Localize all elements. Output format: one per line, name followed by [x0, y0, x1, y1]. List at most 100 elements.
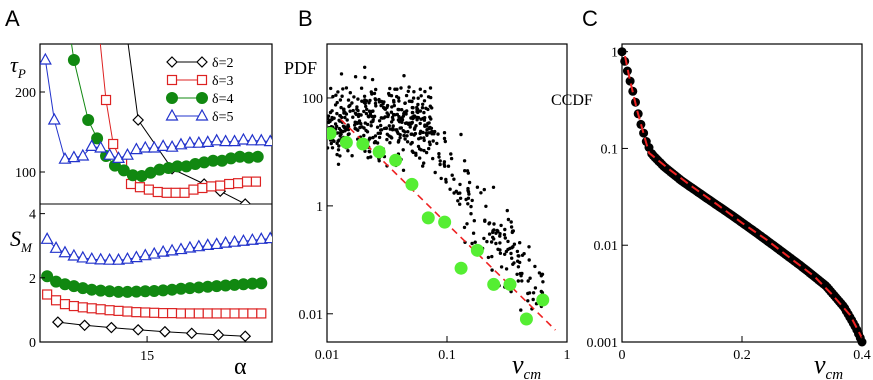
- raw-point: [404, 121, 409, 125]
- raw-point: [456, 191, 460, 195]
- data-point: [76, 148, 90, 161]
- data-point: [105, 321, 118, 334]
- raw-point: [374, 104, 378, 108]
- raw-point: [352, 95, 356, 99]
- raw-point: [482, 236, 486, 241]
- raw-point: [446, 164, 451, 168]
- raw-point: [368, 98, 372, 103]
- raw-point: [359, 122, 363, 126]
- raw-point: [406, 130, 410, 134]
- data-point: [250, 176, 262, 187]
- raw-point: [356, 97, 360, 101]
- data-point: [224, 178, 235, 190]
- raw-point: [462, 159, 467, 163]
- binned-point: [438, 215, 452, 229]
- raw-point: [520, 279, 524, 283]
- data-point: [113, 305, 124, 316]
- legend-label: δ=2: [212, 56, 234, 71]
- legend-marker: [196, 74, 208, 86]
- data-point: [67, 248, 81, 261]
- raw-point: [371, 118, 375, 122]
- raw-point: [527, 245, 531, 249]
- raw-point: [350, 101, 354, 105]
- data-point: [263, 231, 272, 244]
- legend-marker: [165, 108, 179, 121]
- raw-point: [346, 149, 350, 153]
- raw-point: [364, 99, 369, 103]
- data-point: [197, 182, 208, 194]
- x-tick-label: 0.4: [853, 348, 871, 363]
- binned-point: [536, 293, 550, 307]
- data-point: [228, 234, 242, 247]
- raw-point: [511, 262, 515, 266]
- raw-point: [430, 130, 434, 134]
- raw-point: [541, 280, 545, 284]
- raw-point: [346, 123, 350, 127]
- raw-point: [383, 107, 388, 111]
- raw-point: [375, 125, 380, 129]
- data-point: [236, 233, 250, 246]
- legend-marker: [196, 92, 208, 104]
- raw-point: [522, 252, 526, 256]
- raw-point: [504, 267, 509, 271]
- raw-point: [428, 142, 432, 147]
- raw-point: [404, 93, 409, 98]
- data-point: [76, 250, 90, 263]
- data-point: [50, 295, 62, 306]
- raw-point: [387, 91, 391, 96]
- binned-point: [327, 126, 337, 140]
- raw-point: [409, 121, 413, 125]
- data-point: [100, 94, 112, 106]
- raw-point: [499, 223, 503, 228]
- raw-point: [503, 227, 507, 232]
- raw-point: [407, 85, 411, 89]
- data-point: [210, 133, 224, 146]
- raw-point: [407, 99, 412, 103]
- panel-a-top-ylabel: τP: [10, 52, 26, 81]
- data-point: [94, 140, 108, 153]
- raw-point: [424, 106, 428, 111]
- raw-point: [421, 164, 425, 168]
- data-point: [108, 138, 119, 150]
- raw-point: [368, 112, 373, 117]
- data-point: [254, 133, 268, 146]
- raw-point: [437, 155, 441, 159]
- raw-point: [533, 264, 537, 269]
- raw-point: [379, 123, 383, 128]
- panel-a-bottom-ylabel: SM: [10, 226, 33, 255]
- data-point: [93, 8, 102, 17]
- data-point: [158, 308, 169, 319]
- raw-point: [431, 139, 435, 143]
- raw-point: [403, 130, 407, 134]
- raw-point: [356, 114, 361, 119]
- data-point: [40, 232, 54, 244]
- raw-point: [373, 101, 378, 106]
- data-point: [58, 245, 72, 258]
- raw-point: [329, 141, 333, 146]
- raw-point: [403, 101, 407, 105]
- raw-point: [531, 291, 536, 295]
- raw-point: [509, 251, 513, 256]
- raw-point: [487, 232, 492, 236]
- raw-point: [482, 187, 486, 192]
- raw-point: [382, 100, 386, 104]
- data-point: [179, 187, 190, 198]
- y-tick-label: 0.01: [299, 308, 324, 323]
- raw-point: [450, 173, 454, 177]
- raw-point: [385, 137, 389, 142]
- data-point: [104, 305, 115, 316]
- raw-point: [335, 111, 339, 116]
- raw-point: [330, 109, 334, 113]
- data-point: [77, 302, 88, 313]
- raw-point: [371, 135, 375, 140]
- raw-point: [362, 109, 366, 114]
- raw-point: [419, 148, 423, 152]
- raw-point: [350, 154, 354, 158]
- raw-point: [351, 108, 355, 113]
- raw-point: [348, 91, 352, 95]
- x-tick-label: 0.2: [733, 348, 751, 363]
- raw-point: [344, 86, 349, 90]
- raw-point: [439, 176, 443, 181]
- y-tick-label: 0.001: [587, 336, 619, 351]
- raw-point: [486, 255, 491, 260]
